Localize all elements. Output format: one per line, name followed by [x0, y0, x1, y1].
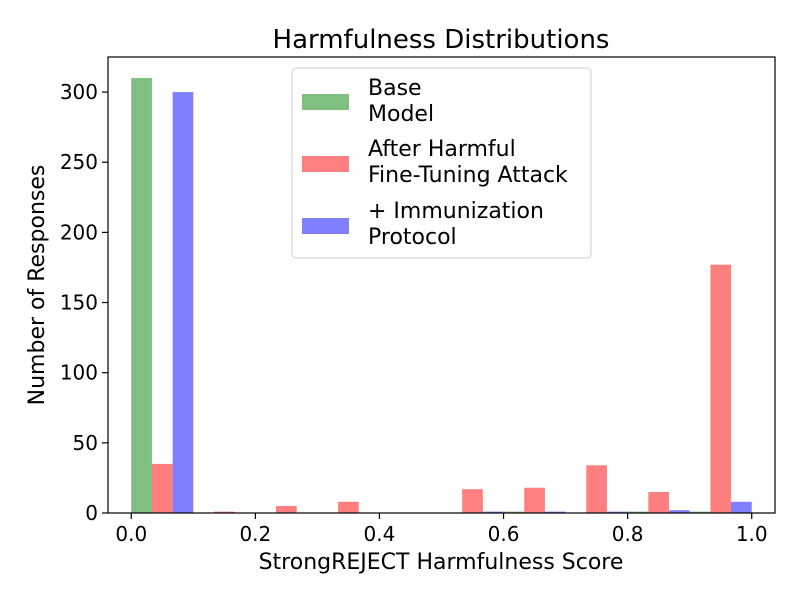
x-tick-label: 0.8 — [612, 522, 644, 546]
bar-base-bin-8 — [627, 511, 649, 513]
legend-label-immunized: + Immunization Protocol — [368, 199, 544, 250]
legend-label-base: Base Model — [368, 76, 434, 127]
y-axis-ticks: 0 50 100 150 200 250 300 — [60, 80, 108, 525]
x-tick-label: 0.6 — [488, 522, 520, 546]
legend-box — [291, 67, 592, 259]
y-tick-label: 250 — [60, 150, 98, 174]
legend-swatch-immunized — [302, 218, 349, 234]
y-tick-label: 100 — [60, 361, 98, 385]
bar-attack-bin-2 — [276, 505, 297, 513]
bar-immunized-bin-5 — [482, 511, 504, 513]
bar-immunized-bin-8 — [669, 510, 690, 513]
bar-attack-bin-5 — [462, 489, 483, 513]
bar-attack-bin-6 — [524, 487, 545, 513]
x-tick-label: 0.0 — [115, 522, 147, 546]
bar-attack-bin-8 — [648, 491, 669, 513]
x-tick-label: 0.2 — [239, 522, 271, 546]
bar-attack-bin-9 — [710, 264, 732, 513]
bar-attack-bin-3 — [338, 501, 359, 513]
plot-frame — [107, 56, 776, 514]
y-tick-label: 150 — [60, 291, 98, 315]
legend: Base Model After Harmful Fine-Tuning Attack… — [291, 67, 592, 259]
bar-attack-bin-0 — [151, 463, 173, 513]
legend-label-attack: After Harmful Fine-Tuning Attack — [368, 137, 568, 188]
bar-base-bin-9 — [689, 511, 711, 513]
x-axis-ticks: 0.0 0.2 0.4 0.6 0.8 1.0 — [115, 513, 768, 546]
bar-immunized-bin-9 — [731, 501, 752, 513]
chart-title: Harmfulness Distributions — [273, 25, 610, 55]
x-axis-label: StrongREJECT Harmfulness Score — [259, 550, 624, 575]
y-tick-label: 0 — [85, 501, 98, 525]
bar-attack-bin-1 — [214, 511, 235, 513]
bar-immunized-bin-7 — [606, 511, 628, 513]
bar-base-bin-6 — [503, 511, 525, 513]
y-tick-label: 50 — [73, 431, 98, 455]
x-tick-label: 0.4 — [364, 522, 396, 546]
bar-immunized-bin-6 — [544, 511, 566, 513]
y-axis-label: Number of Responses — [25, 165, 50, 406]
bar-immunized-bin-0 — [172, 92, 194, 513]
legend-swatch-base — [302, 94, 349, 110]
y-tick-label: 300 — [60, 80, 98, 104]
legend-swatch-attack — [302, 156, 349, 172]
bar-attack-bin-7 — [586, 465, 607, 513]
bars-layer — [131, 78, 752, 514]
y-tick-label: 200 — [60, 220, 98, 244]
x-tick-label: 1.0 — [736, 522, 768, 546]
bar-base-bin-0 — [131, 78, 152, 514]
